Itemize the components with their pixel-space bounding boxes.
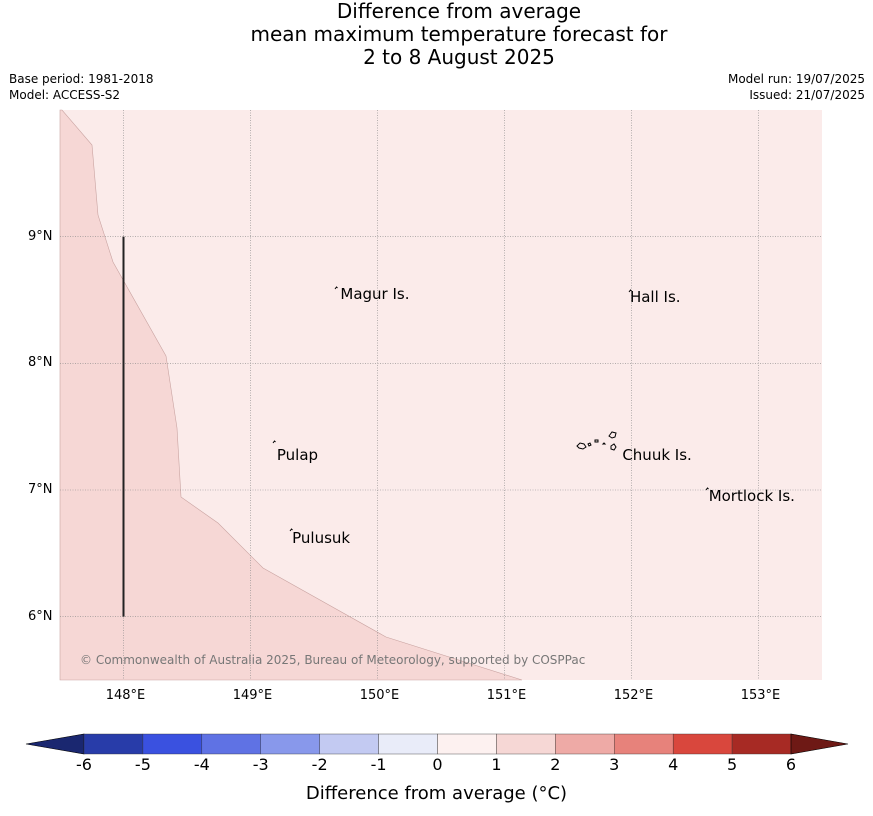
colorbar-swatch bbox=[319, 733, 379, 755]
colorbar-tick-label: 3 bbox=[609, 755, 620, 774]
island-outline bbox=[610, 443, 617, 451]
lat-tick-label: 8°N bbox=[28, 355, 53, 371]
colorbar-swatch bbox=[672, 733, 733, 755]
anomaly-field-medium bbox=[59, 109, 523, 681]
lat-tick-label: 7°N bbox=[28, 482, 53, 497]
lon-tick-label: 149°E bbox=[232, 688, 273, 703]
colorbar-swatch bbox=[496, 733, 556, 755]
island-outline bbox=[608, 431, 617, 439]
meta-right: Model run: 19/07/2025 Issued: 21/07/2025 bbox=[728, 71, 865, 103]
island-outline bbox=[594, 439, 599, 443]
title-line-2: mean maximum temperature forecast for bbox=[250, 22, 668, 46]
lon-tick-label: 153°E bbox=[740, 688, 781, 703]
colorbar-swatch bbox=[201, 733, 261, 755]
colorbar-swatch bbox=[555, 733, 615, 755]
colorbar-extend-low bbox=[25, 733, 85, 755]
colorbar-swatch bbox=[731, 733, 792, 755]
colorbar-extend-high bbox=[790, 733, 849, 755]
lat-tick-label: 9°N bbox=[28, 228, 53, 244]
colorbar-tick-label: -6 bbox=[76, 755, 92, 774]
colorbar-tick-label: -4 bbox=[193, 755, 210, 774]
island-mark bbox=[272, 440, 276, 444]
place-label: Pulap bbox=[276, 445, 319, 464]
title-line-1: Difference from average bbox=[336, 0, 582, 23]
meta-left: Base period: 1981-2018 Model: ACCESS-S2 bbox=[9, 71, 154, 103]
lon-tick-label: 150°E bbox=[359, 688, 400, 703]
colorbar-tick-label: -2 bbox=[311, 755, 328, 774]
island-outline bbox=[576, 442, 587, 450]
colorbar-swatch bbox=[614, 733, 674, 755]
colorbar-tick-label: -1 bbox=[370, 755, 387, 774]
colorbar-tick-label: 2 bbox=[550, 755, 561, 774]
colorbar-swatch bbox=[142, 733, 203, 755]
colorbar-tick-label: 6 bbox=[785, 755, 797, 774]
place-label: Mortlock Is. bbox=[708, 487, 795, 506]
lon-tick-label: 152°E bbox=[613, 688, 654, 703]
issued-text: Issued: 21/07/2025 bbox=[749, 88, 865, 102]
colorbar-tick-label: 4 bbox=[668, 755, 679, 774]
place-label: Hall Is. bbox=[629, 288, 681, 307]
colorbar-tick-label: 5 bbox=[726, 755, 738, 774]
colorbar-tick-label: 1 bbox=[491, 755, 502, 774]
colorbar-swatch bbox=[260, 733, 320, 755]
copyright-text: © Commonwealth of Australia 2025, Bureau… bbox=[80, 653, 586, 667]
island-mark bbox=[705, 487, 709, 491]
map-title: Difference from average mean maximum tem… bbox=[0, 0, 873, 69]
colorbar-tick-label: 0 bbox=[432, 755, 443, 774]
place-label: Magur Is. bbox=[340, 284, 410, 303]
island-mark bbox=[628, 289, 632, 293]
lon-tick-label: 151°E bbox=[486, 688, 527, 703]
title-line-3: 2 to 8 August 2025 bbox=[363, 45, 555, 69]
island-mark bbox=[334, 286, 338, 290]
colorbar-tick-label: -3 bbox=[252, 755, 269, 774]
lat-tick-label: 6°N bbox=[28, 608, 53, 624]
chuuk-islands bbox=[576, 431, 617, 451]
colorbar-label: Difference from average (°C) bbox=[305, 783, 568, 804]
island-mark bbox=[289, 528, 293, 532]
island-outline bbox=[587, 442, 592, 447]
place-label: Pulusuk bbox=[292, 529, 351, 548]
colorbar-swatch bbox=[83, 733, 144, 755]
colorbar-tick-label: -5 bbox=[134, 755, 151, 774]
place-label: Chuuk Is. bbox=[622, 445, 692, 464]
base-period-text: Base period: 1981-2018 bbox=[9, 72, 154, 86]
colorbar-swatch bbox=[437, 733, 497, 755]
model-text: Model: ACCESS-S2 bbox=[9, 88, 121, 102]
colorbar-swatch bbox=[378, 733, 438, 755]
island-outline bbox=[601, 442, 607, 445]
lon-tick-label: 148°E bbox=[105, 688, 146, 703]
model-run-text: Model run: 19/07/2025 bbox=[727, 72, 865, 86]
